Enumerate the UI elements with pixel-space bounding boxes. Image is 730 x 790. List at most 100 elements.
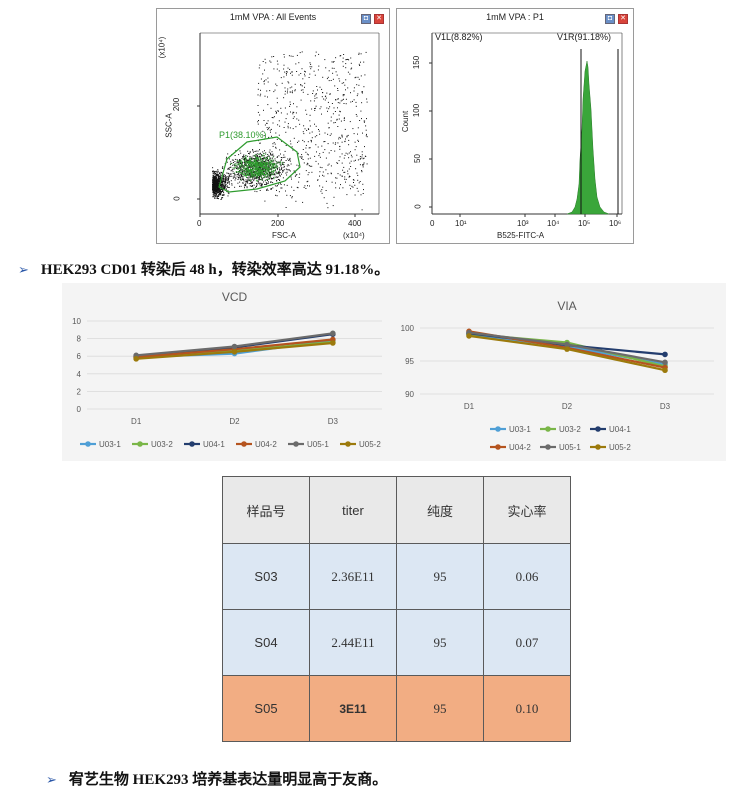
scatter-event bbox=[214, 188, 215, 190]
scatter-event bbox=[212, 195, 214, 197]
scatter-event bbox=[276, 102, 278, 104]
scatter-event bbox=[314, 97, 316, 99]
scatter-event bbox=[340, 184, 341, 186]
info-icon[interactable]: ◘ bbox=[605, 14, 615, 24]
scatter-event bbox=[321, 88, 323, 90]
scatter-event bbox=[272, 173, 274, 175]
scatter-event bbox=[330, 80, 332, 81]
scatter-event bbox=[224, 187, 226, 189]
scatter-event bbox=[239, 174, 241, 176]
scatter-event bbox=[261, 163, 263, 165]
legend-label: U03-1 bbox=[99, 440, 121, 449]
scatter-event bbox=[213, 181, 214, 182]
scatter-event bbox=[343, 82, 345, 84]
scatter-event bbox=[261, 173, 263, 174]
data-point bbox=[330, 340, 336, 346]
scatter-event bbox=[291, 186, 293, 188]
scatter-event bbox=[268, 172, 270, 174]
scatter-event bbox=[271, 173, 273, 175]
gate-p1-polygon[interactable] bbox=[218, 136, 301, 193]
scatter-event bbox=[284, 90, 286, 92]
scatter-event bbox=[242, 164, 243, 166]
x-axis-label: B525-FITC-A bbox=[497, 231, 545, 240]
scatter-event bbox=[255, 156, 257, 158]
scatter-event bbox=[258, 169, 260, 171]
scatter-event bbox=[227, 192, 229, 194]
scatter-event bbox=[264, 164, 266, 166]
scatter-event bbox=[289, 195, 291, 197]
info-icon[interactable]: ◘ bbox=[361, 14, 371, 24]
scatter-event bbox=[261, 173, 263, 175]
scatter-event bbox=[345, 63, 347, 65]
scatter-event bbox=[223, 181, 225, 182]
scatter-event bbox=[275, 166, 277, 168]
scatter-event bbox=[271, 167, 273, 169]
scatter-event bbox=[251, 156, 253, 158]
scatter-event bbox=[300, 84, 302, 86]
bullet-transfection-efficiency: ➢ HEK293 CD01 转染后 48 h，转染效率高达 91.18%。 bbox=[18, 258, 389, 279]
scatter-event bbox=[276, 161, 278, 163]
scatter-event bbox=[217, 191, 218, 193]
scatter-event bbox=[255, 169, 257, 171]
scatter-event bbox=[349, 162, 351, 164]
scatter-event bbox=[263, 177, 265, 179]
scatter-event bbox=[234, 186, 236, 188]
scatter-event bbox=[254, 175, 256, 176]
scatter-event bbox=[268, 126, 270, 128]
scatter-event bbox=[345, 103, 347, 105]
scatter-event bbox=[238, 164, 240, 166]
scatter-event bbox=[232, 169, 234, 171]
y-tick-50: 50 bbox=[412, 154, 422, 163]
scatter-event bbox=[261, 157, 263, 159]
scatter-event bbox=[271, 164, 273, 166]
scatter-event bbox=[268, 136, 270, 138]
scatter-event bbox=[263, 176, 265, 178]
scatter-event bbox=[254, 166, 255, 168]
scatter-event bbox=[214, 175, 216, 177]
scatter-event bbox=[217, 186, 219, 188]
scatter-event bbox=[213, 182, 215, 184]
scatter-event bbox=[287, 164, 289, 166]
scatter-event bbox=[295, 174, 297, 176]
scatter-event bbox=[271, 154, 273, 156]
scatter-event bbox=[246, 166, 248, 168]
scatter-event bbox=[309, 147, 311, 149]
scatter-event bbox=[313, 100, 315, 102]
scatter-event bbox=[289, 103, 291, 105]
scatter-event bbox=[269, 168, 271, 170]
scatter-event bbox=[251, 185, 253, 186]
scatter-event bbox=[260, 158, 262, 160]
scatter-event bbox=[243, 156, 245, 157]
scatter-event bbox=[216, 181, 217, 183]
x-tick-1e3: 10³ bbox=[517, 219, 529, 228]
scatter-event bbox=[289, 140, 291, 142]
scatter-event bbox=[277, 63, 279, 65]
scatter-event bbox=[281, 167, 283, 169]
scatter-event bbox=[216, 193, 218, 195]
scatter-event bbox=[219, 178, 221, 180]
scatter-event bbox=[248, 169, 250, 171]
scatter-event bbox=[294, 175, 296, 177]
scatter-event bbox=[231, 175, 233, 177]
scatter-event bbox=[267, 104, 269, 106]
scatter-event bbox=[333, 122, 335, 124]
scatter-event bbox=[306, 162, 308, 164]
scatter-event bbox=[278, 171, 280, 173]
scatter-event bbox=[259, 156, 260, 158]
close-icon[interactable]: ✕ bbox=[618, 14, 628, 24]
scatter-event bbox=[269, 176, 271, 178]
y-tick-label: 2 bbox=[77, 387, 82, 396]
scatter-event bbox=[219, 190, 221, 192]
scatter-event bbox=[287, 90, 288, 92]
scatter-event bbox=[339, 102, 341, 104]
scatter-event bbox=[247, 160, 249, 161]
scatter-event bbox=[361, 102, 363, 104]
scatter-event bbox=[220, 191, 222, 193]
close-icon[interactable]: ✕ bbox=[374, 14, 384, 24]
scatter-event bbox=[260, 159, 262, 161]
scatter-event bbox=[338, 136, 340, 138]
scatter-event bbox=[268, 177, 270, 179]
scatter-event bbox=[212, 194, 214, 196]
scatter-event bbox=[235, 166, 237, 168]
scatter-event bbox=[260, 170, 262, 172]
